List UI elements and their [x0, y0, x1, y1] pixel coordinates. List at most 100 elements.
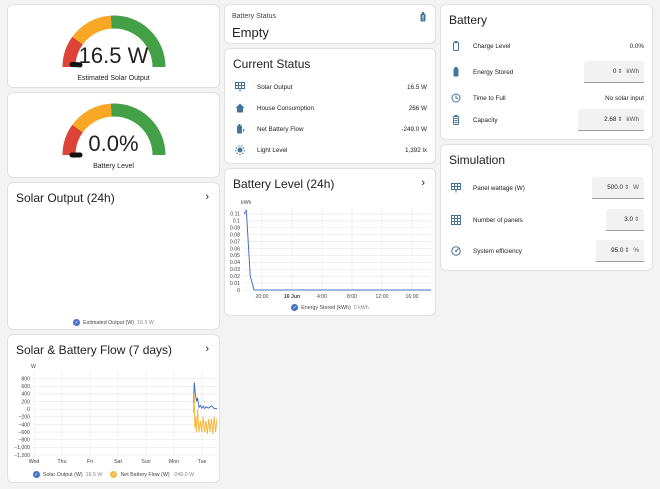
chevron-right-icon[interactable]: ›: [421, 177, 425, 189]
battery-icon: [449, 65, 463, 79]
chart-legend[interactable]: ✓ Energy Stored (kWh) 0 kWh: [225, 304, 435, 311]
y-tick-label: 0.08: [230, 232, 240, 238]
legend-item[interactable]: ✓ Estimated Output (W) 16.5 W: [73, 319, 154, 326]
input-value: 0: [612, 68, 617, 75]
y-tick-label: 0.1: [233, 219, 240, 225]
input-unit: kWh: [626, 68, 639, 75]
chart-legend[interactable]: ✓ Estimated Output (W) 16.5 W: [8, 319, 219, 326]
y-tick-label: 0.04: [230, 260, 240, 266]
gauge-segment: [110, 15, 166, 68]
number-of-panels-input[interactable]: 3.0 ⇕: [606, 209, 644, 231]
current-status-card: Current Status Solar Output 16.5 W House…: [224, 48, 436, 164]
solar-panel-grid-icon: [449, 213, 463, 227]
y-tick-label: −1,000: [14, 445, 30, 451]
legend-label: Energy Stored (kWh): [301, 304, 351, 311]
charge-level-row[interactable]: Charge Level 0.0%: [449, 37, 644, 55]
solar-output-gauge-card[interactable]: 16.5 W Estimated Solar Output: [7, 4, 220, 88]
y-tick-label: 200: [21, 399, 30, 405]
row-label: Charge Level: [473, 42, 511, 50]
time-to-full-row[interactable]: Time to Full No solar input: [449, 89, 644, 107]
legend-value: 0 kWh: [353, 304, 369, 311]
y-tick-label: −600: [18, 430, 30, 436]
panel-wattage-row: Panel wattage (W) 500.0 ⇕ W: [449, 175, 644, 201]
status-row[interactable]: House Consumption 266 W: [233, 99, 427, 117]
y-tick-label: 0: [237, 288, 240, 294]
y-tick-label: 800: [21, 376, 30, 382]
x-tick-label: 16:00: [406, 294, 419, 300]
x-tick-label: Thu: [58, 459, 67, 465]
card-title: Solar & Battery Flow (7 days): [16, 343, 173, 357]
x-tick-label: Wed: [29, 459, 40, 465]
solar-panel-icon: [449, 181, 463, 195]
solar-panel-icon: [233, 80, 247, 94]
legend-item[interactable]: ✓ Solar Output (W) 16.5 W: [32, 471, 102, 478]
battery-level-chart-card: Battery Level (24h) › 0 0.01 0.02 0.03 0.04 0…: [224, 168, 436, 316]
energy-stored-input[interactable]: 0 ⇕ kWh: [584, 61, 644, 83]
y-tick-label: −800: [18, 438, 30, 444]
y-tick-label: 0.06: [230, 246, 240, 252]
chevron-right-icon[interactable]: ›: [205, 343, 209, 355]
gauge-segment: [72, 103, 112, 133]
spinner-icon[interactable]: ⇕: [624, 248, 630, 254]
y-tick-label: 0.09: [230, 226, 240, 232]
row-label: Capacity: [473, 116, 498, 124]
battery-capacity-icon: [449, 113, 463, 127]
x-tick-label: 20:00: [256, 294, 269, 300]
row-value: 16.5 W: [407, 83, 427, 91]
gauge-label: Estimated Solar Output: [77, 75, 150, 82]
status-row[interactable]: Net Battery Flow -249.0 W: [233, 120, 427, 138]
system-efficiency-input[interactable]: 95.0 ⇕ %: [596, 240, 644, 262]
card-title: Solar Output (24h): [16, 191, 115, 205]
gauge-arcs: [62, 15, 166, 68]
gauge-value: 16.5 W: [78, 43, 149, 68]
series-line: [192, 382, 218, 410]
battery-status-card[interactable]: Battery Status Empty: [224, 4, 436, 44]
spinner-icon[interactable]: ⇕: [617, 69, 623, 75]
battery-status-title: Battery Status: [232, 13, 276, 20]
battery-level-gauge-card[interactable]: 0.0% Battery Level: [7, 92, 220, 178]
spinner-icon[interactable]: ⇕: [633, 217, 639, 223]
chart-legend[interactable]: ✓ Solar Output (W) 16.5 W ✓ Net Battery …: [8, 471, 219, 478]
legend-item[interactable]: ✓ Net Battery Flow (W) -249.0 W: [110, 471, 194, 478]
check-icon: ✓: [73, 319, 81, 326]
check-icon: ✓: [110, 471, 118, 478]
x-tick-label: Mon: [169, 459, 179, 465]
clock-icon: [449, 91, 463, 105]
y-tick-label: −1,200: [14, 453, 30, 459]
home-icon: [233, 101, 247, 115]
row-value: -249.0 W: [401, 125, 427, 133]
row-label: System efficiency: [473, 247, 522, 255]
input-unit: W: [633, 184, 639, 191]
legend-label: Solar Output (W): [42, 471, 83, 478]
card-title: Battery: [449, 13, 488, 27]
battery-alert-icon: [420, 12, 426, 22]
spinner-icon[interactable]: ⇕: [624, 185, 630, 191]
row-label: Panel wattage (W): [473, 184, 525, 192]
y-tick-label: 0: [27, 407, 30, 413]
x-tick-label: 4:00: [317, 294, 327, 300]
y-tick-label: 600: [21, 384, 30, 390]
legend-item[interactable]: ✓ Energy Stored (kWh) 0 kWh: [291, 304, 369, 311]
battery-charging-icon: [233, 122, 247, 136]
status-row[interactable]: Solar Output 16.5 W: [233, 78, 427, 96]
status-row[interactable]: Light Level 1,392 lx: [233, 141, 427, 159]
panel-wattage-input[interactable]: 500.0 ⇕ W: [592, 177, 644, 199]
chevron-right-icon[interactable]: ›: [205, 191, 209, 203]
x-tick-label: Tue: [198, 459, 207, 465]
input-unit: %: [633, 247, 639, 254]
check-icon: ✓: [291, 304, 299, 311]
battery-card: Battery Charge Level 0.0% Energy Stored …: [440, 4, 653, 140]
y-tick-label: −400: [18, 422, 30, 428]
capacity-input[interactable]: 2.68 ⇕ kWh: [578, 109, 644, 131]
row-label: Solar Output: [257, 83, 293, 91]
row-value: 1,392 lx: [404, 146, 427, 154]
gauge-label: Battery Level: [93, 163, 134, 170]
row-value: 266 W: [408, 104, 427, 112]
legend-label: Estimated Output (W): [83, 319, 135, 326]
input-value: 2.68: [604, 116, 617, 123]
gauge-needle: [69, 61, 83, 68]
spinner-icon[interactable]: ⇕: [617, 117, 623, 123]
system-efficiency-row: System efficiency 95.0 ⇕ %: [449, 238, 644, 264]
